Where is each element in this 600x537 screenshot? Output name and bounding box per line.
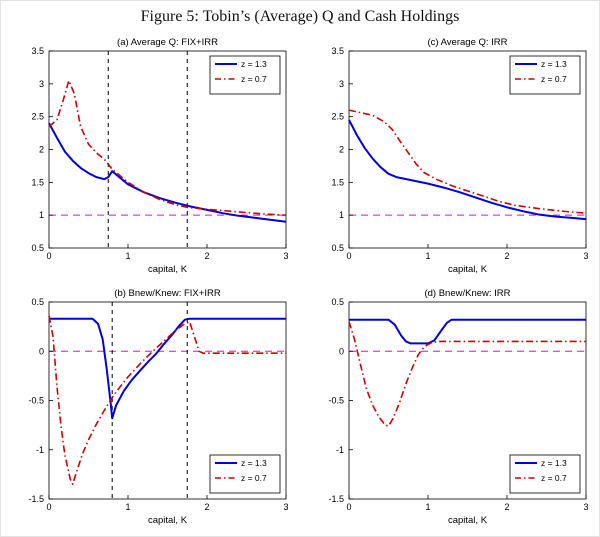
series-line-z-1-3 <box>49 317 286 420</box>
x-tick-label: 1 <box>425 251 430 261</box>
y-tick-label: 0.5 <box>331 243 344 253</box>
legend-label: z = 0.7 <box>541 473 567 483</box>
y-tick-label: 2.5 <box>31 112 44 122</box>
y-tick-label: 1.5 <box>331 177 344 187</box>
y-tick-label: -1 <box>36 445 44 455</box>
x-axis-label: capital, K <box>448 264 488 275</box>
subplot-title: (c) Average Q: IRR <box>427 37 507 48</box>
series-line-z-1-3 <box>348 119 587 221</box>
y-tick-label: 1 <box>39 210 44 220</box>
x-tick-label: 3 <box>283 502 288 512</box>
x-tick-label: 2 <box>204 251 209 261</box>
y-tick-label: -0.5 <box>328 396 344 406</box>
x-tick-label: 0 <box>346 251 351 261</box>
y-tick-label: -1.5 <box>28 494 44 504</box>
y-tick-label: 0.5 <box>31 243 44 253</box>
legend-label: z = 1.3 <box>241 458 267 468</box>
y-tick-label: 3.5 <box>331 46 344 56</box>
subplot-title: (d) Bnew/Knew: IRR <box>424 288 510 299</box>
y-tick-label: 0.5 <box>331 297 344 307</box>
y-tick-label: -1 <box>336 445 344 455</box>
x-tick-label: 3 <box>583 502 588 512</box>
x-tick-label: 0 <box>46 251 51 261</box>
y-tick-label: 3 <box>39 79 44 89</box>
x-tick-label: 3 <box>583 251 588 261</box>
x-tick-label: 1 <box>125 502 130 512</box>
x-axis-label: capital, K <box>448 515 488 526</box>
y-tick-label: 2.5 <box>331 112 344 122</box>
x-tick-label: 2 <box>204 502 209 512</box>
subplot-c-average-q-irr: 0 1 2 3 0.5 1 1.5 2 2.5 3 3.5 (c) Average Q: IRR cap… <box>331 37 588 275</box>
legend-label: z = 1.3 <box>541 458 567 468</box>
y-tick-label: -1.5 <box>328 494 344 504</box>
series-line-z-0-7 <box>48 315 286 485</box>
subplot-title: (a) Average Q: FIX+IRR <box>117 37 218 48</box>
series-line-z-1-3 <box>48 122 287 223</box>
y-tick-label: 0.5 <box>31 297 44 307</box>
subplot-b-bnew-knew-fix-irr: 0 1 2 3 -1.5 -1 -0.5 0 0.5 (b) Bnew/Knew: FIX+IRR… <box>28 288 288 526</box>
legend-label: z = 0.7 <box>241 74 267 84</box>
y-tick-label: 0 <box>39 346 44 356</box>
x-tick-label: 3 <box>283 251 288 261</box>
y-tick-label: 0 <box>339 346 344 356</box>
subplot-title: (b) Bnew/Knew: FIX+IRR <box>114 288 221 299</box>
series-line-z-1-3 <box>349 318 586 345</box>
x-tick-label: 2 <box>504 502 509 512</box>
subplot-a-average-q-fix-irr: 0 1 2 3 0.5 1 1.5 2 2.5 3 3.5 (a) Average Q: FIX+IR… <box>31 37 288 275</box>
legend-label: z = 0.7 <box>241 473 267 483</box>
y-tick-label: 3.5 <box>31 46 44 56</box>
series-line-z-0-7 <box>48 79 287 216</box>
y-tick-label: 3 <box>339 79 344 89</box>
y-tick-label: 2 <box>339 145 344 155</box>
legend-label: z = 0.7 <box>541 74 567 84</box>
legend-box <box>509 454 581 494</box>
legend-box <box>209 454 281 494</box>
y-tick-label: -0.5 <box>28 396 44 406</box>
x-tick-label: 1 <box>125 251 130 261</box>
x-tick-label: 1 <box>425 502 430 512</box>
x-axis-label: capital, K <box>148 515 188 526</box>
subplot-d-bnew-knew-irr: 0 1 2 3 -1.5 -1 -0.5 0 0.5 (d) Bnew/Knew: IRR capi… <box>328 288 588 526</box>
legend-box <box>209 55 281 95</box>
legend-label: z = 1.3 <box>241 59 267 69</box>
y-tick-label: 2 <box>39 145 44 155</box>
subplot-grid: 0 1 2 3 0.5 1 1.5 2 2.5 3 3.5 (a) Average Q: FIX+IR… <box>1 33 599 531</box>
series-line-z-0-7 <box>348 109 587 214</box>
legend-box <box>509 55 581 95</box>
y-tick-label: 1.5 <box>31 177 44 187</box>
x-tick-label: 0 <box>346 502 351 512</box>
x-tick-label: 0 <box>46 502 51 512</box>
x-axis-label: capital, K <box>148 264 188 275</box>
x-tick-label: 2 <box>504 251 509 261</box>
legend-label: z = 1.3 <box>541 59 567 69</box>
series-line-z-0-7 <box>348 321 586 427</box>
figure-title: Figure 5: Tobin’s (Average) Q and Cash H… <box>140 8 460 25</box>
y-tick-label: 1 <box>339 210 344 220</box>
